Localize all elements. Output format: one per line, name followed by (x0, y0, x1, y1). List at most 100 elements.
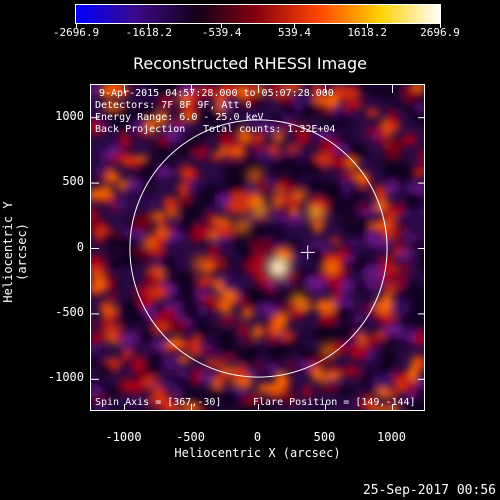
image-blob (253, 324, 263, 340)
image-title: Reconstructed RHESSI Image (133, 54, 367, 73)
image-blob (306, 266, 320, 278)
image-blob (243, 395, 260, 403)
image-blob (397, 341, 415, 348)
image-blob (394, 378, 407, 393)
image-blob (160, 254, 178, 265)
image-blob (385, 144, 401, 160)
colorbar-tick (293, 23, 295, 28)
x-tick-label: 0 (253, 430, 262, 444)
image-blob (377, 125, 386, 139)
detectors-text: Detectors: 7F 8F 9F, Att 0 (95, 100, 252, 111)
image-blob (191, 138, 205, 151)
image-blob (210, 152, 223, 161)
bright-source (307, 202, 326, 221)
image-blob (137, 107, 155, 122)
image-blob (194, 324, 209, 338)
image-blob (268, 363, 279, 372)
x-tick-label: -500 (176, 430, 205, 444)
image-blob (102, 384, 114, 395)
image-blob (160, 381, 178, 389)
energy-range-text: Energy Range: 6.0 - 25.0 keV (95, 112, 264, 123)
image-blob (91, 171, 97, 179)
image-blob (120, 154, 138, 167)
image-blob (179, 201, 199, 214)
image-blob (392, 203, 403, 216)
image-blob (417, 262, 424, 274)
bright-source (290, 292, 307, 309)
solar-limb-circle (129, 119, 388, 378)
image-blob (204, 298, 218, 310)
image-blob (185, 98, 197, 109)
image-blob (344, 212, 358, 220)
image-blob (243, 334, 253, 344)
image-blob (366, 108, 379, 118)
image-blob (415, 116, 424, 128)
image-blob (124, 187, 133, 195)
image-blob (147, 198, 157, 206)
image-blob (384, 163, 400, 174)
y-axis-label: Heliocentric Y (arcsec) (1, 201, 29, 303)
image-blob (219, 301, 233, 314)
image-blob (212, 217, 231, 225)
image-blob (357, 378, 375, 388)
y-tick-label: 0 (76, 239, 84, 254)
image-blob (224, 255, 234, 268)
image-blob (171, 295, 182, 305)
image-blob (233, 265, 250, 274)
image-blob (96, 267, 106, 279)
image-blob (179, 307, 200, 319)
image-blob (119, 333, 139, 345)
image-blob (416, 355, 424, 371)
image-blob (239, 321, 248, 337)
image-blob (297, 362, 317, 369)
image-blob (180, 213, 195, 229)
image-blob (190, 335, 202, 352)
image-blob (253, 131, 266, 142)
image-blob (345, 158, 359, 169)
image-blob (323, 94, 340, 107)
image-blob (107, 144, 121, 157)
image-blob (384, 323, 404, 339)
image-blob (121, 342, 133, 351)
image-blob (405, 191, 422, 207)
image-blob (127, 379, 147, 394)
colorbar-tick-label: 2696.9 (420, 26, 460, 39)
image-blob (187, 178, 200, 189)
image-blob (273, 115, 283, 126)
x-tick-label: 500 (313, 430, 336, 444)
image-blob (295, 125, 311, 135)
image-blob (387, 139, 406, 147)
image-blob (372, 375, 390, 390)
image-blob (95, 162, 107, 177)
colorbar-tick (366, 23, 368, 28)
image-blob (177, 395, 197, 405)
image-blob (219, 315, 238, 323)
image-blob (341, 365, 361, 377)
image-blob (268, 85, 281, 92)
image-blob (310, 367, 323, 379)
rhessi-image (91, 85, 424, 410)
image-blob (400, 262, 410, 272)
image-blob (266, 282, 276, 289)
image-blob (260, 304, 278, 315)
image-blob (211, 89, 226, 100)
image-blob (243, 305, 253, 312)
image-blob (192, 367, 202, 383)
image-blob (119, 308, 135, 316)
image-blob (358, 204, 373, 212)
image-blob (259, 398, 273, 410)
image-blob (254, 274, 272, 284)
image-blob (334, 192, 344, 200)
image-blob (153, 322, 171, 334)
image-blob (412, 96, 424, 106)
image-blob (402, 228, 412, 244)
colorbar (75, 4, 441, 24)
image-blob (130, 400, 144, 407)
image-blob (119, 133, 132, 149)
image-blob (248, 293, 266, 305)
image-blob (93, 276, 106, 293)
image-blob (113, 383, 124, 397)
image-blob (413, 333, 424, 346)
image-blob (98, 301, 110, 308)
image-blob (348, 343, 369, 360)
